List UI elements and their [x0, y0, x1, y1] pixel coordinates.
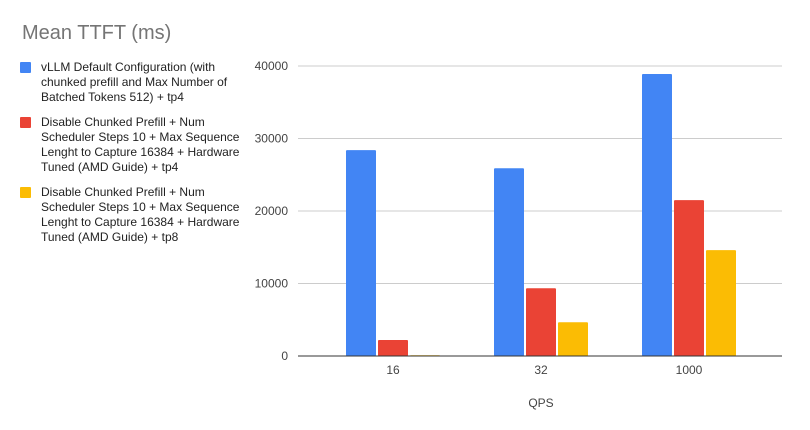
chart-title: Mean TTFT (ms) — [22, 22, 172, 44]
legend-item: Disable Chunked Prefill + Num Scheduler … — [20, 185, 240, 245]
legend-swatch — [20, 117, 31, 128]
bar — [494, 168, 524, 356]
legend-label: Disable Chunked Prefill + Num Scheduler … — [41, 115, 240, 174]
y-tick-label: 20000 — [255, 204, 289, 218]
legend-item: vLLM Default Configuration (with chunked… — [20, 60, 240, 105]
x-tick-label: 1000 — [676, 363, 703, 377]
bar — [642, 73, 672, 356]
legend-label: vLLM Default Configuration (with chunked… — [41, 60, 228, 104]
legend-swatch — [20, 187, 31, 198]
legend-label: Disable Chunked Prefill + Num Scheduler … — [41, 185, 240, 244]
bar — [346, 150, 376, 356]
y-tick-label: 0 — [281, 349, 288, 363]
legend-swatch — [20, 62, 31, 73]
bar — [706, 250, 736, 356]
bar — [674, 200, 704, 356]
y-tick-label: 30000 — [255, 132, 289, 146]
legend: vLLM Default Configuration (with chunked… — [20, 60, 240, 255]
x-tick-label: 32 — [534, 363, 548, 377]
y-tick-label: 40000 — [255, 59, 289, 73]
y-tick-label: 10000 — [255, 277, 289, 291]
legend-item: Disable Chunked Prefill + Num Scheduler … — [20, 115, 240, 175]
bar — [558, 322, 588, 356]
bar — [526, 288, 556, 356]
x-axis-label: QPS — [528, 396, 553, 410]
bar — [378, 340, 408, 356]
x-tick-label: 16 — [386, 363, 400, 377]
